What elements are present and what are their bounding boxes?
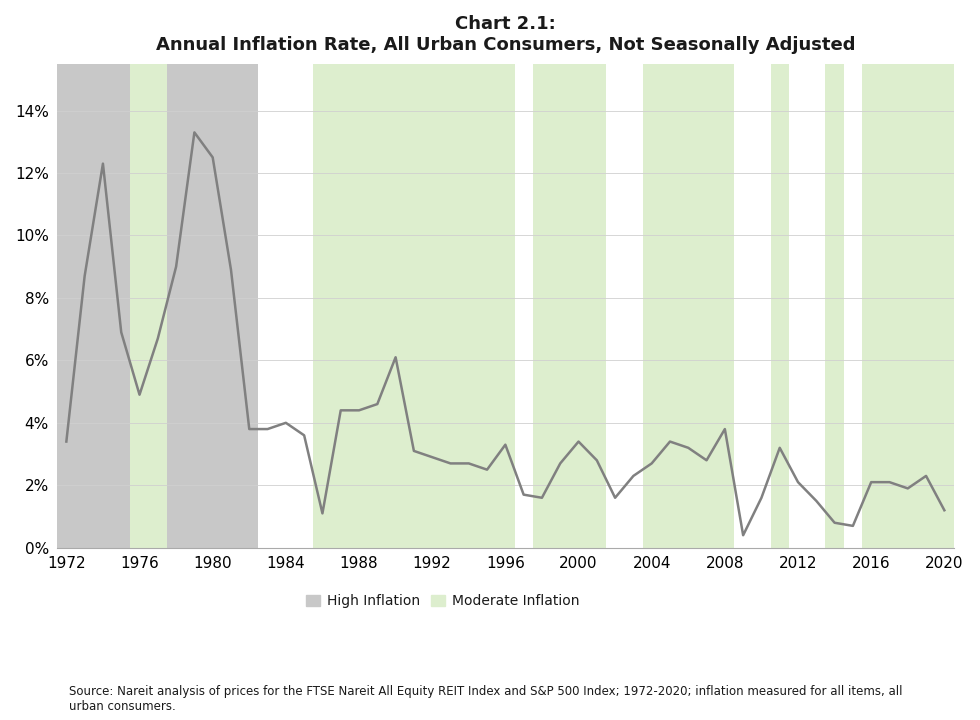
Bar [57,63,130,548]
Bar [167,63,259,548]
Bar [825,63,844,548]
Title: Chart 2.1:
Annual Inflation Rate, All Urban Consumers, Not Seasonally Adjusted: Chart 2.1: Annual Inflation Rate, All Ur… [156,15,856,54]
Bar [533,63,606,548]
Bar [314,63,514,548]
Bar [770,63,789,548]
Bar [643,63,734,548]
Legend: High Inflation, Moderate Inflation: High Inflation, Moderate Inflation [300,588,585,613]
Text: Source: Nareit analysis of prices for the FTSE Nareit All Equity REIT Index and : Source: Nareit analysis of prices for th… [69,685,903,713]
Bar [130,63,167,548]
Bar [862,63,954,548]
